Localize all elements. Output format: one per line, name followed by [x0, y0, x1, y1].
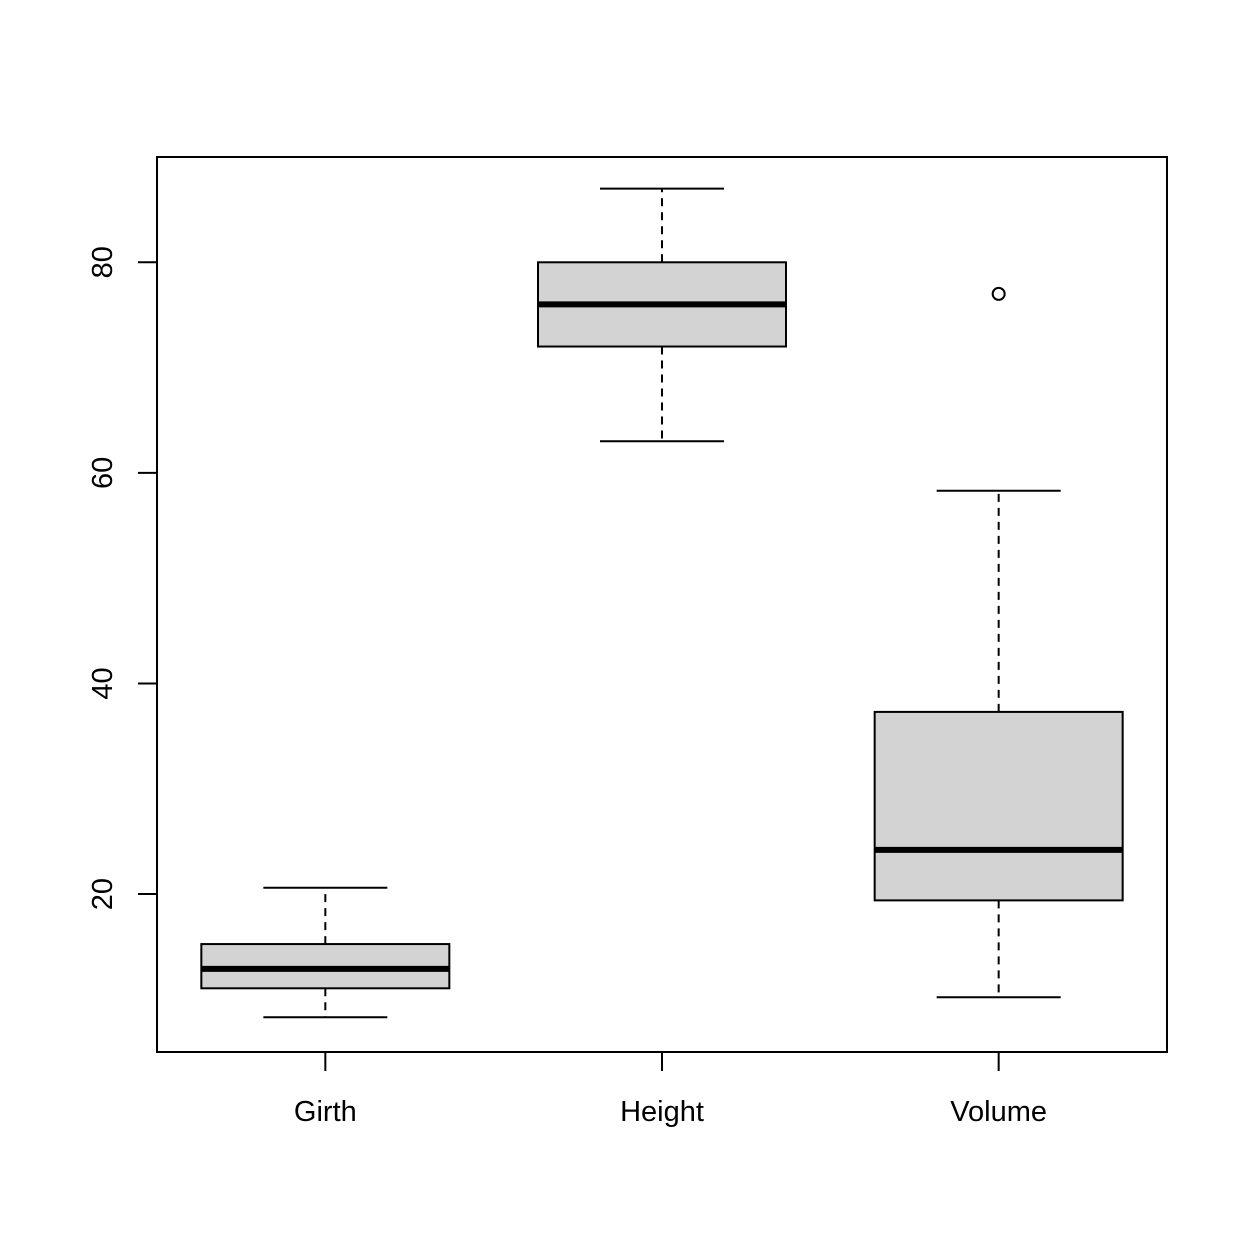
x-tick-label-0: Girth [294, 1096, 357, 1128]
box-volume [873, 286, 1124, 999]
x-tick-label-1: Height [620, 1096, 704, 1128]
y-tick-label-0: 20 [87, 878, 119, 910]
box-girth [200, 886, 451, 1019]
boxes [200, 187, 1124, 1019]
y-axis: 20 40 60 80 [87, 246, 158, 910]
y-tick-label-1: 40 [87, 667, 119, 699]
outlier-point-0 [991, 286, 1006, 301]
y-tick-label-2: 60 [87, 457, 119, 489]
x-tick-label-2: Volume [950, 1096, 1047, 1128]
y-tick-label-3: 80 [87, 246, 119, 278]
x-axis: Girth Height Volume [294, 1052, 1047, 1128]
box-body [873, 710, 1124, 902]
box-height [537, 187, 787, 443]
